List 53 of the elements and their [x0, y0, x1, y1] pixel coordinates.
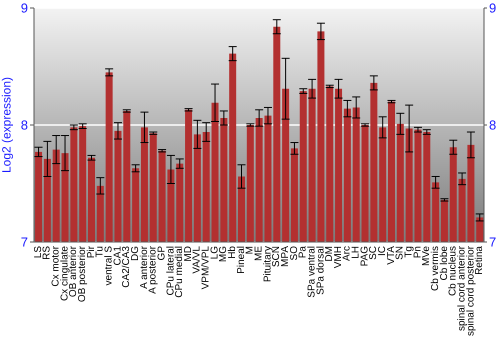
x-tick-label: Cb vermis — [430, 246, 441, 292]
y2-tick-label: 8 — [489, 118, 496, 133]
x-tick-label: Cb nucleus — [448, 246, 459, 296]
x-tick-label: ventral S — [104, 246, 114, 286]
x-tick-label: Pituitary — [262, 246, 274, 282]
x-tick-label: OB anterior — [68, 245, 80, 298]
x-tick-label: A anterior — [138, 245, 150, 289]
x-tick-label: A posterior — [148, 245, 159, 294]
x-tick-label: Tg — [404, 246, 414, 258]
y-axis-title: Log2 (expression) — [0, 76, 14, 174]
x-tick-label: LG — [209, 246, 220, 260]
x-tick-label: DM — [324, 246, 336, 262]
x-tick-label: Pa — [298, 246, 309, 258]
x-tick-label: spinal cord anterior — [456, 245, 468, 332]
x-tick-label: CA1 — [112, 246, 124, 266]
x-tick-label: CA2/CA3 — [121, 246, 132, 288]
x-tick-label: Pn — [412, 246, 424, 258]
x-tick-label: SN — [394, 246, 406, 260]
x-tick-label: SC — [368, 246, 380, 260]
x-tick-label: SPa dorsal — [315, 246, 326, 295]
x-tick-label: CPu medial — [174, 246, 186, 298]
x-tick-label: VMH — [332, 246, 344, 268]
x-tick-label: SCN — [271, 246, 282, 268]
x-tick-label: Cb lobe — [438, 246, 450, 280]
y-tick-label: 9 — [20, 0, 28, 16]
x-tick-label: IC — [377, 246, 388, 256]
x-tick-label: DG — [130, 246, 141, 261]
x-tick-label: RS — [42, 246, 53, 260]
x-tick-label: Retina — [474, 246, 486, 275]
x-tick-label: PAG — [359, 246, 370, 266]
x-tick-label: M — [244, 246, 256, 254]
x-tick-label: VPM/VPL — [200, 246, 212, 290]
y2-tick-label: 9 — [489, 0, 496, 16]
y-tick-label: 8 — [20, 118, 28, 133]
x-tick-label: Pineal — [236, 246, 247, 274]
x-tick-label: ME — [254, 246, 264, 261]
x-tick-label: LS — [32, 246, 44, 258]
x-tick-label: OB posterior — [77, 245, 88, 302]
y2-tick-label: 7 — [489, 234, 496, 250]
x-tick-label: Cx cingulate — [59, 246, 70, 302]
y-tick-label: 7 — [20, 234, 28, 250]
x-tick-label: SPa ventral — [306, 246, 318, 298]
x-tick-label: VTA — [386, 246, 397, 265]
x-tick-label: Pir — [86, 245, 97, 258]
x-tick-label: LH — [350, 246, 362, 259]
x-tick-label: spinal cord posterior — [465, 245, 476, 336]
x-tick-label: GP — [156, 246, 168, 260]
x-tick-label: Tu — [94, 246, 106, 258]
x-tick-label: Hb — [227, 246, 238, 259]
x-tick-label: Arc — [342, 246, 353, 261]
x-tick-label: SO — [288, 246, 300, 260]
x-tick-label: MVe — [421, 246, 432, 266]
x-tick-label: MPA — [280, 246, 291, 267]
